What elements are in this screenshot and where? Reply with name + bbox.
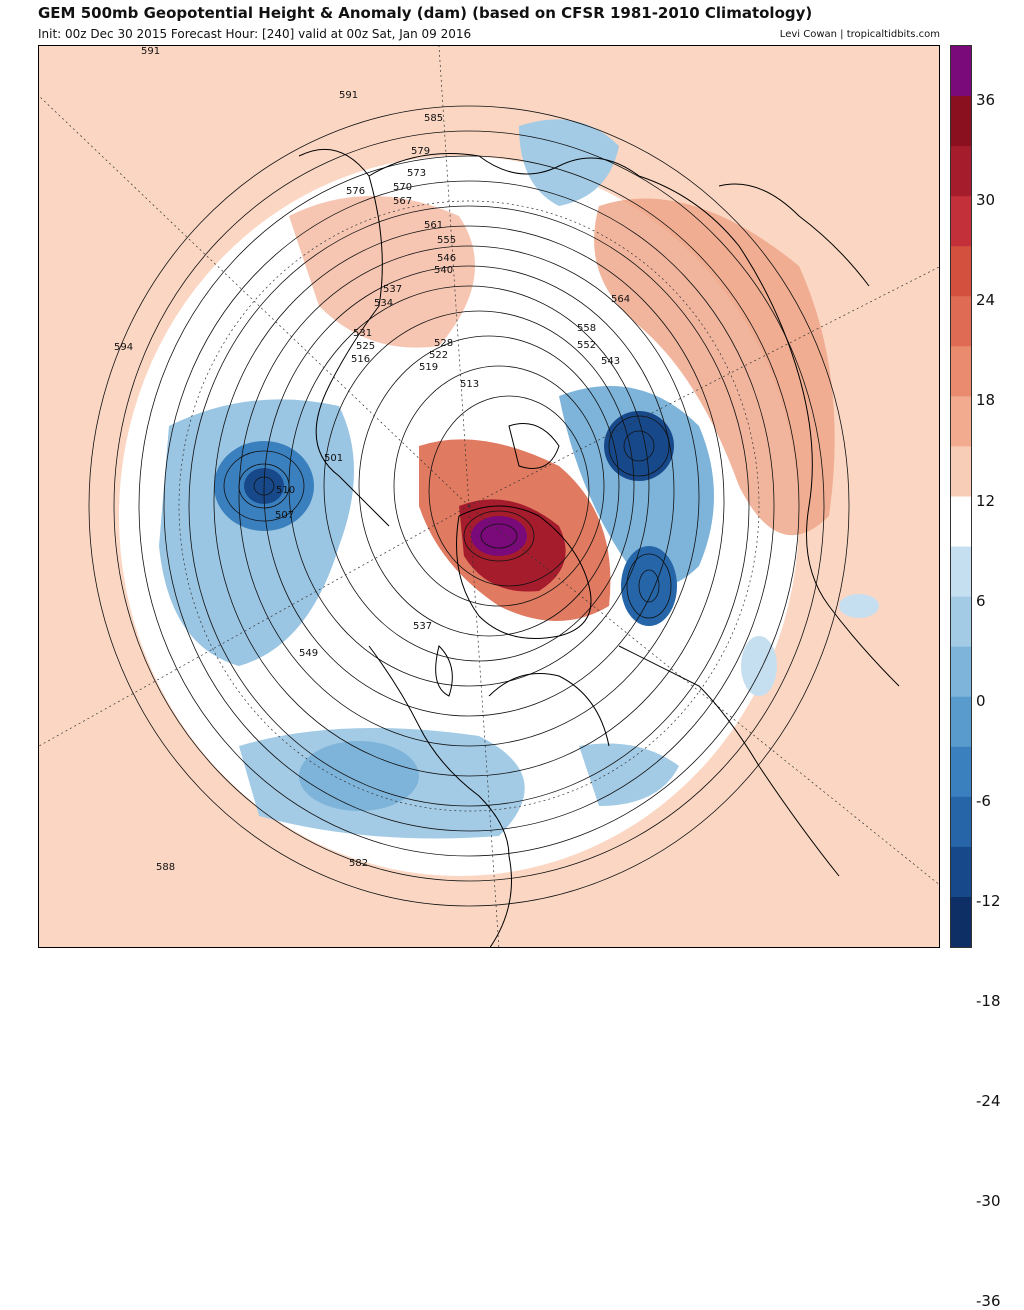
anomaly-low-africa (579, 743, 679, 806)
colorbar-tick-label: -12 (976, 891, 1001, 910)
map-subtitle: Init: 00z Dec 30 2015 Forecast Hour: [24… (38, 27, 472, 41)
colorbar-segment (951, 46, 971, 97)
contour-label: 519 (419, 362, 438, 373)
colorbar-segment (951, 396, 971, 447)
contour-label: 588 (156, 862, 175, 873)
colorbar-segment (951, 546, 971, 598)
contour-label: 546 (437, 253, 456, 264)
contour-label: 552 (577, 340, 596, 351)
anomaly-ridge-max (471, 516, 527, 556)
contour-label: 501 (324, 453, 343, 464)
colorbar-segment (951, 346, 971, 397)
colorbar-segment (951, 596, 971, 648)
colorbar-segment (951, 446, 971, 497)
contour-label: 576 (346, 186, 365, 197)
anomaly-ridge-siberia (594, 198, 835, 536)
height-contours (88, 105, 850, 907)
colorbar-tick-label: 12 (976, 491, 996, 510)
colorbar-tick-label: 6 (976, 591, 986, 610)
anomaly-low-scandinavia (769, 178, 829, 214)
map-canvas: 591 591 585 579 576 573 570 567 561 555 … (39, 46, 939, 947)
colorbar-segment (951, 796, 971, 848)
contour-label: 558 (577, 323, 596, 334)
forecast-map: 591 591 585 579 576 573 570 567 561 555 … (38, 45, 940, 948)
graticule (39, 46, 939, 947)
contour-label: 531 (353, 328, 372, 339)
contour-labels: 591 591 585 579 576 573 570 567 561 555 … (114, 46, 630, 873)
anomaly-low-mediterranean (741, 636, 777, 696)
contour-label: 510 (276, 485, 295, 496)
contour-label: 582 (349, 858, 368, 869)
colorbar-segment (951, 246, 971, 297)
colorbar-tick-label: -6 (976, 791, 991, 810)
anomaly-low-europe-core (621, 546, 677, 626)
contour-label: 579 (411, 146, 430, 157)
colorbar-tick-label: 36 (976, 91, 996, 110)
contour-label: 585 (424, 113, 443, 124)
contour-label: 591 (141, 46, 160, 57)
contour-label: 540 (434, 265, 453, 276)
map-title: GEM 500mb Geopotential Height & Anomaly … (38, 4, 813, 22)
contour-label: 567 (393, 196, 412, 207)
contour-label: 513 (460, 379, 479, 390)
anomaly-low-asia-north (519, 119, 619, 206)
colorbar-tick-label: -30 (976, 1192, 1001, 1211)
contour-label: 507 (275, 510, 294, 521)
colorbar-segment (951, 196, 971, 247)
colorbar-segment (951, 846, 971, 898)
colorbar-segment (951, 746, 971, 798)
contour-label: 534 (374, 298, 393, 309)
colorbar-strip (951, 46, 971, 947)
colorbar-tick-label: 30 (976, 191, 996, 210)
contour-label: 564 (611, 294, 630, 305)
contour-label: 522 (429, 350, 448, 361)
contour-label: 591 (339, 90, 358, 101)
contour-label: 516 (351, 354, 370, 365)
contour-label: 573 (407, 168, 426, 179)
colorbar-segment (951, 296, 971, 347)
contour-label: 537 (413, 621, 432, 632)
contour-label: 525 (356, 341, 375, 352)
colorbar-tick-label: -36 (976, 1292, 1001, 1310)
colorbar (950, 45, 972, 948)
colorbar-segment (951, 496, 971, 548)
anomaly-low-middle-east (839, 594, 879, 618)
colorbar-segment (951, 96, 971, 147)
anomaly-low-atlantic-core (299, 741, 419, 811)
colorbar-tick-label: -24 (976, 1092, 1001, 1111)
contour-label: 537 (383, 284, 402, 295)
contour-label: 549 (299, 648, 318, 659)
contour-label: 570 (393, 182, 412, 193)
colorbar-segment (951, 146, 971, 197)
colorbar-tick-label: 24 (976, 291, 996, 310)
colorbar-segment (951, 696, 971, 748)
colorbar-segment (951, 896, 971, 947)
contour-label: 594 (114, 342, 133, 353)
credit-text: Levi Cowan | tropicaltidbits.com (779, 29, 940, 40)
contour-label: 543 (601, 356, 620, 367)
contour-label: 561 (424, 220, 443, 231)
colorbar-segment (951, 646, 971, 698)
contour-label: 555 (437, 235, 456, 246)
anomaly-low-siberia (559, 386, 714, 586)
coastlines (298, 148, 900, 947)
contour-label: 528 (434, 338, 453, 349)
colorbar-tick-label: -18 (976, 992, 1001, 1011)
colorbar-tick-label: 18 (976, 391, 996, 410)
colorbar-tick-label: 0 (976, 691, 986, 710)
